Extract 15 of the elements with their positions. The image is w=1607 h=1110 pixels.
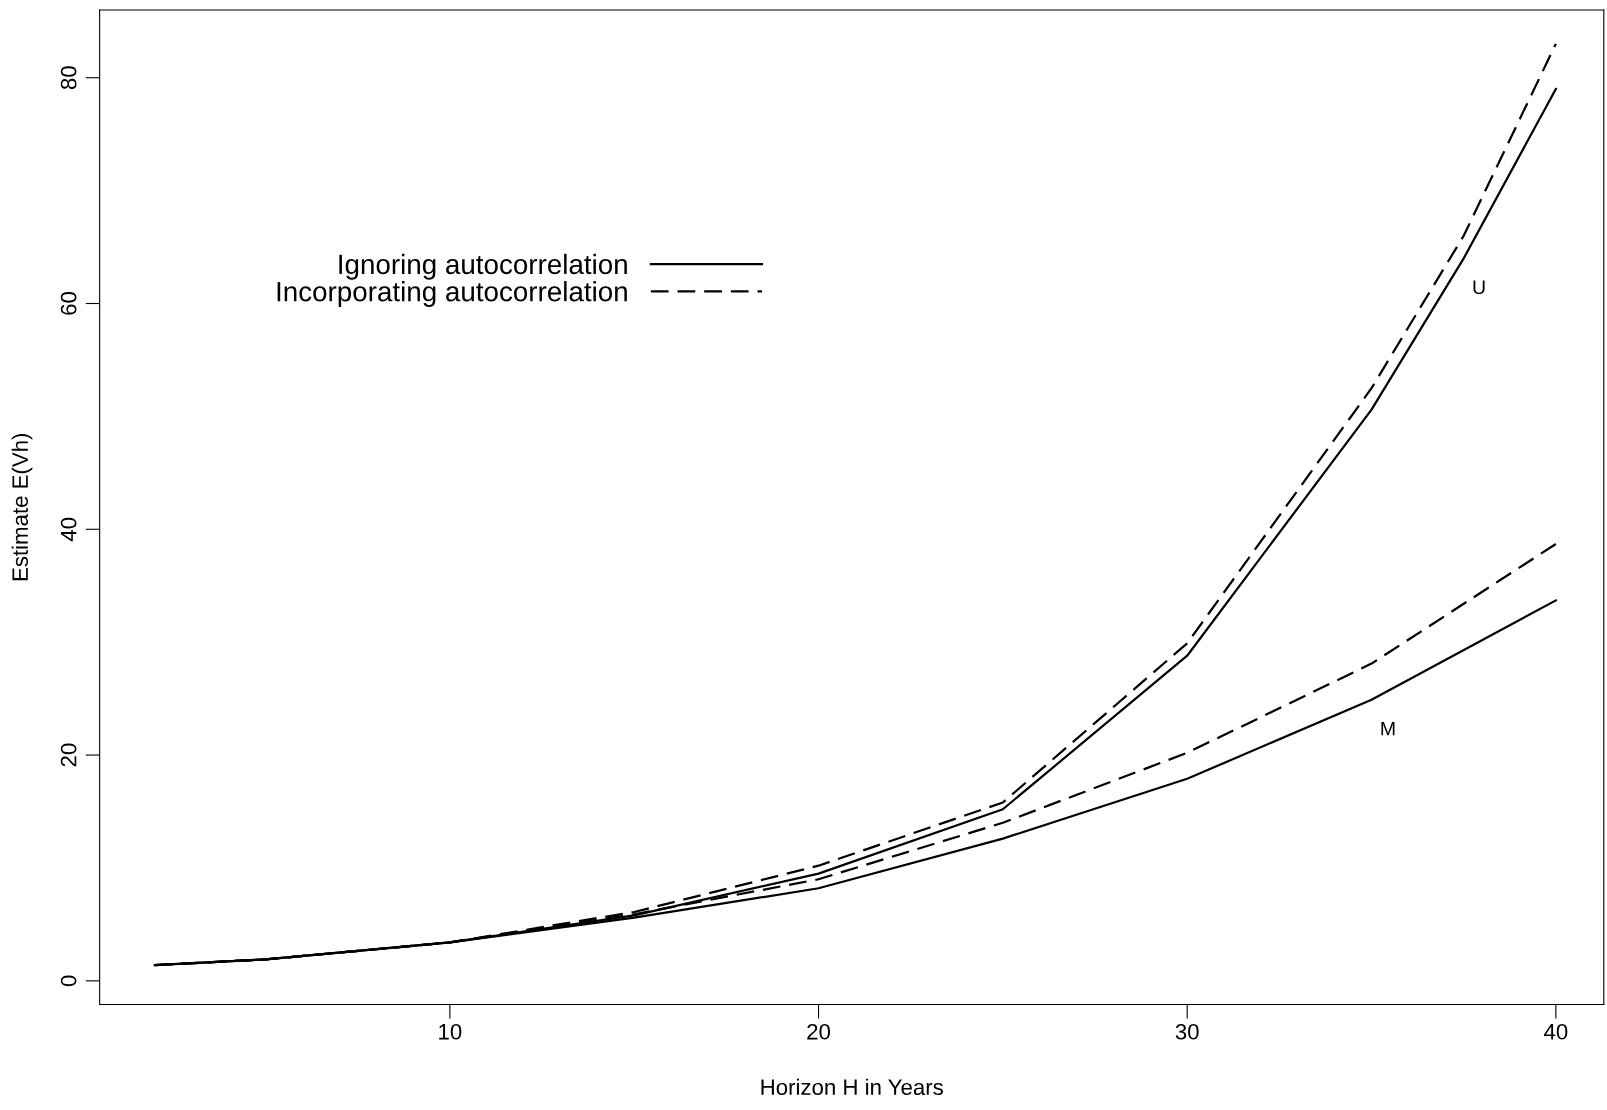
- x-tick-label: 30: [1175, 1023, 1199, 1040]
- x-tick-label: 20: [807, 1023, 831, 1040]
- legend-label: Ignoring autocorrelation: [339, 253, 627, 280]
- annotation: M: [1381, 721, 1395, 736]
- x-tick-label: 40: [1544, 1023, 1568, 1040]
- y-tick-label: 20: [60, 743, 77, 767]
- y-tick-label: 80: [60, 66, 77, 90]
- y-tick-label: 60: [60, 292, 77, 315]
- y-axis-title: Estimate E(Vh): [11, 433, 33, 581]
- legend-label: Incorporating autocorrelation: [277, 281, 627, 307]
- y-tick-label: 40: [60, 517, 77, 542]
- x-axis-title: Horizon H in Years: [761, 1078, 943, 1096]
- annotation: U: [1473, 280, 1485, 295]
- y-tick-label: 0: [60, 975, 77, 987]
- x-tick-label: 10: [439, 1023, 462, 1040]
